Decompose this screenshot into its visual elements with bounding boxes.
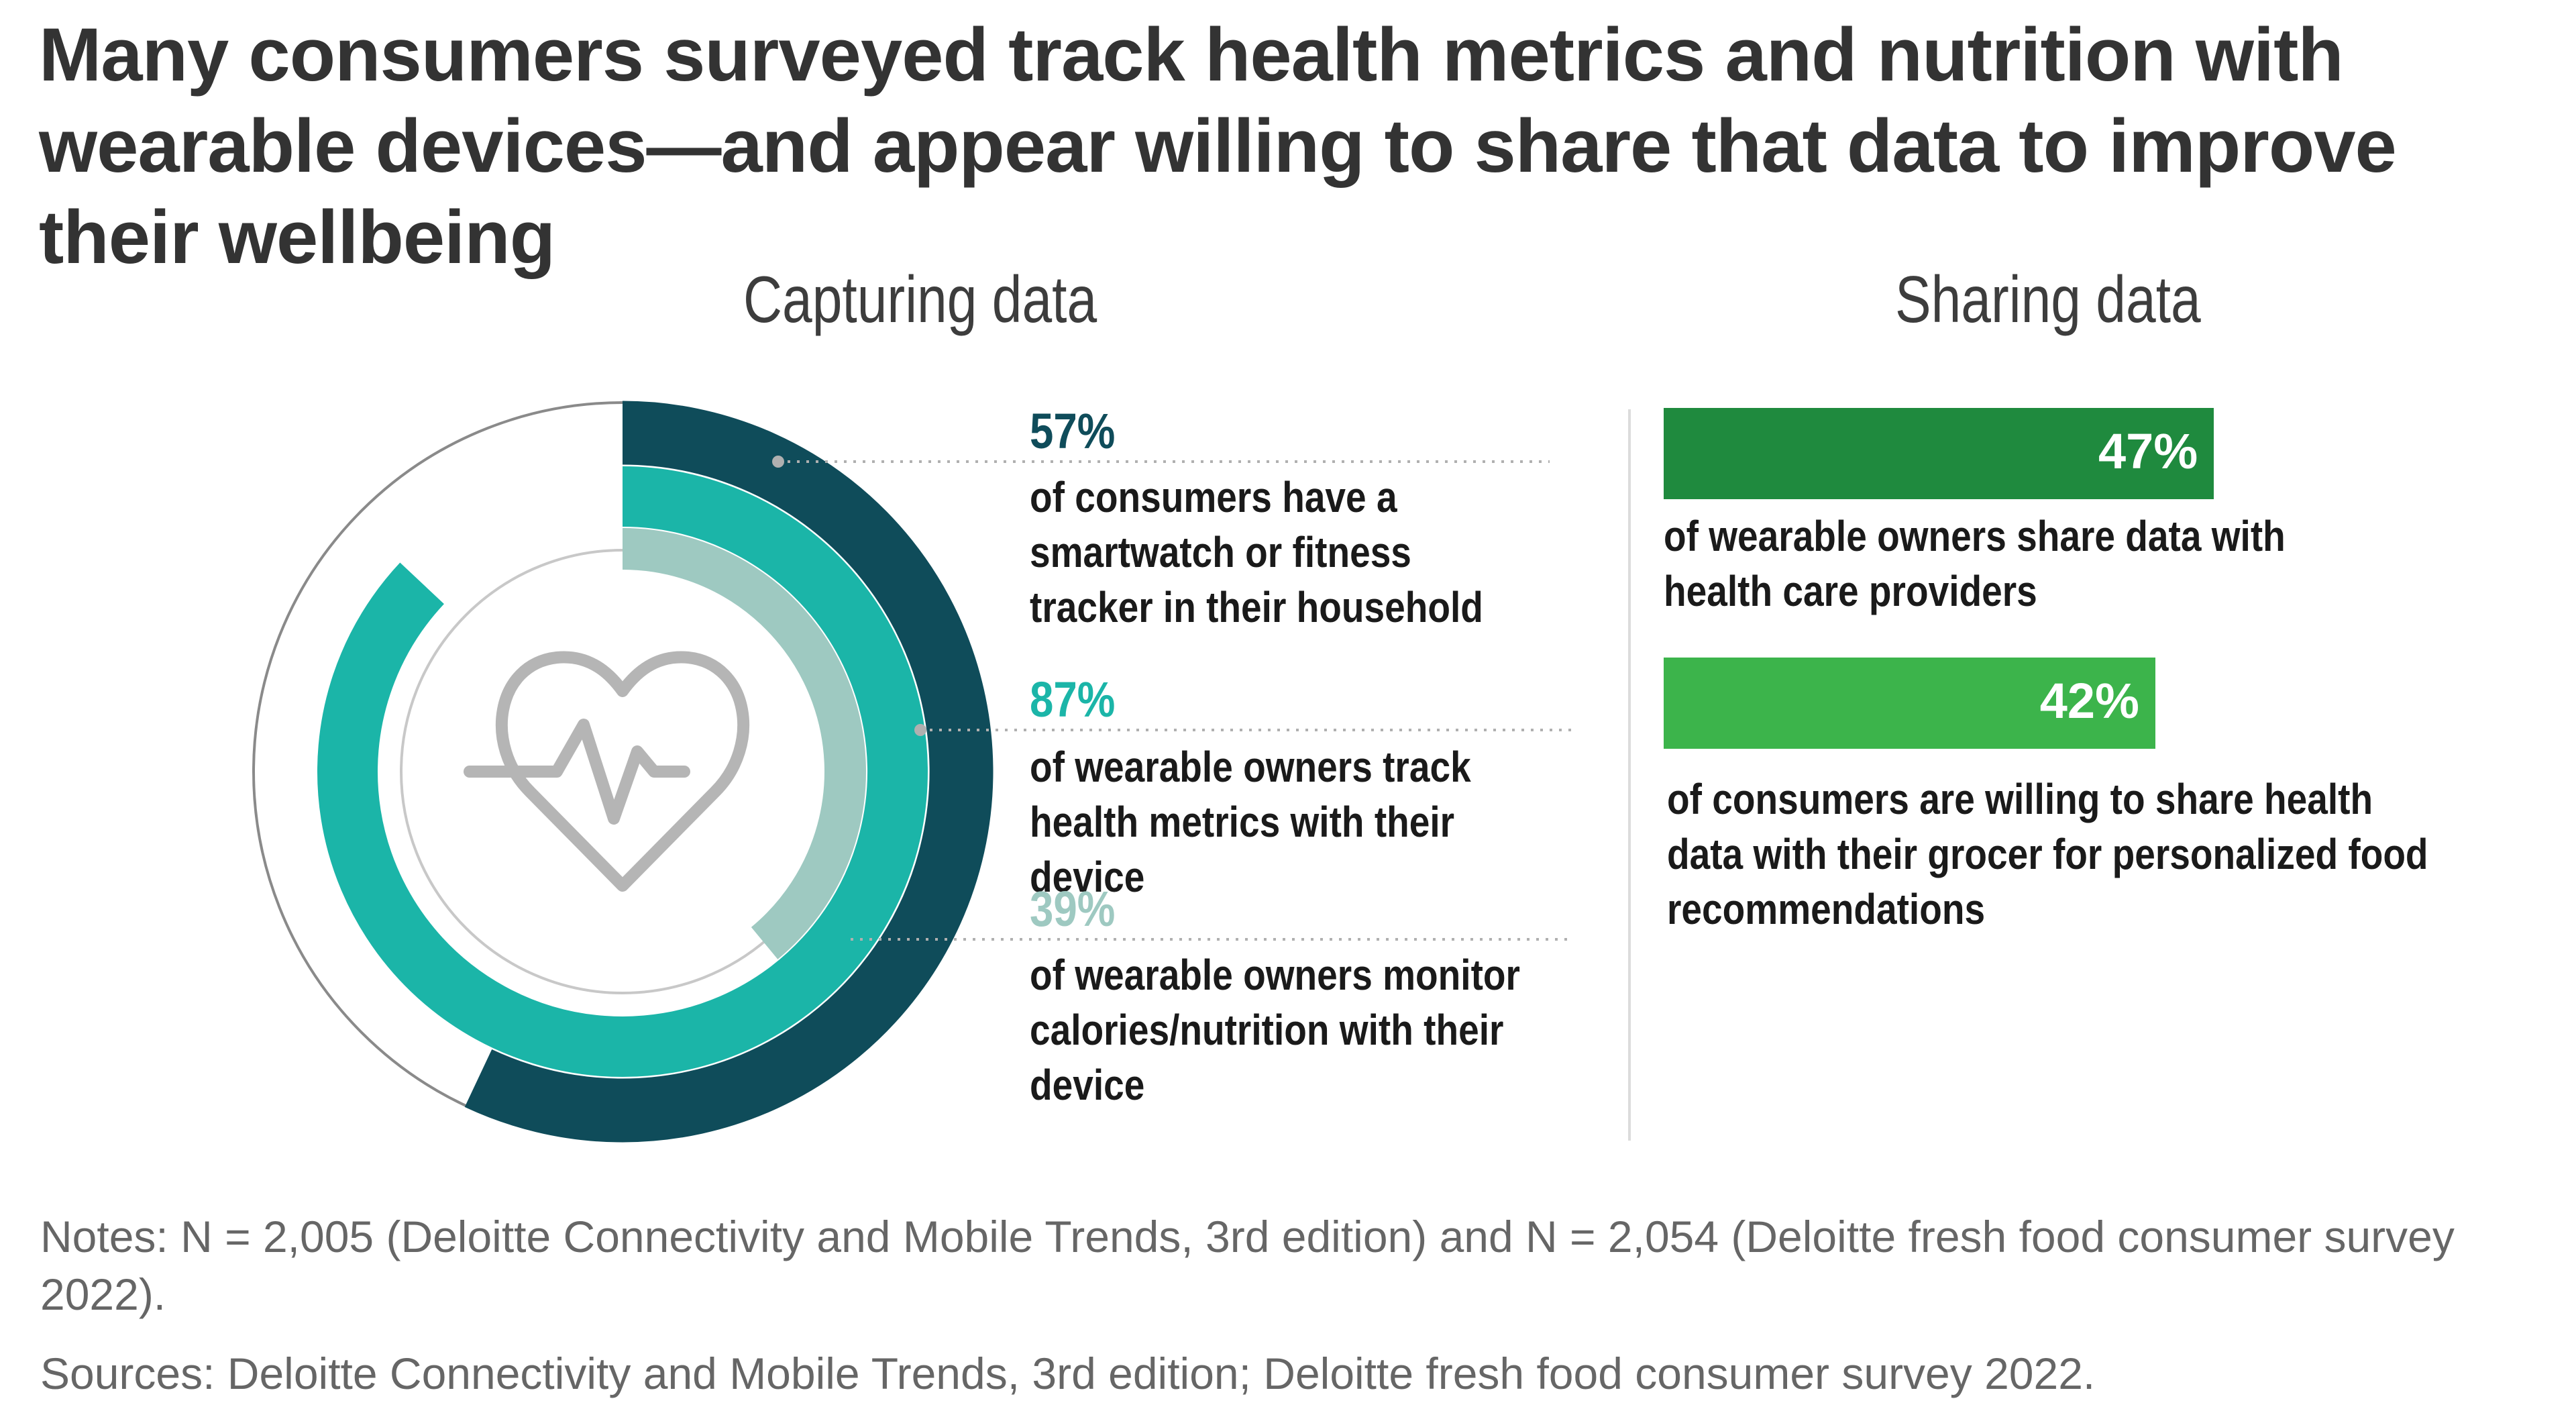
share-bar-47: 47% (1664, 408, 2214, 499)
capture-desc-3: of wearable owners monitor calories/nutr… (1030, 951, 1520, 1109)
leader-dot-87 (914, 724, 926, 736)
sources-text: Sources: Deloitte Connectivity and Mobil… (40, 1349, 2096, 1398)
share-bar-label-47: 47% (2098, 423, 2198, 479)
capture-pct-2: 87% (1030, 672, 1116, 727)
capture-pct-1: 57% (1030, 403, 1116, 459)
capturing-heading: Capturing data (743, 262, 1097, 336)
leader-dot-57 (772, 456, 784, 468)
capture-pct-3: 39% (1030, 881, 1116, 937)
page-title: Many consumers surveyed track health met… (39, 13, 2397, 279)
heart-pulse-icon (464, 651, 750, 892)
capture-desc-1: of consumers have a smartwatch or fitnes… (1030, 473, 1483, 631)
share-bar-label-42: 42% (2039, 673, 2139, 729)
radial-arc-87 (317, 466, 928, 1077)
share-desc-1: of wearable owners share data with healt… (1664, 512, 2286, 615)
share-desc-2: of consumers are willing to share health… (1667, 775, 2428, 933)
sharing-heading: Sharing data (1895, 262, 2201, 336)
capture-desc-2: of wearable owners track health metrics … (1030, 743, 1471, 901)
radial-arc-57 (464, 401, 994, 1143)
radial-arc-39 (622, 528, 866, 959)
section-divider (1628, 409, 1631, 1141)
notes-text: Notes: N = 2,005 (Deloitte Connectivity … (40, 1212, 2455, 1319)
share-bar-42: 42% (1664, 658, 2155, 749)
